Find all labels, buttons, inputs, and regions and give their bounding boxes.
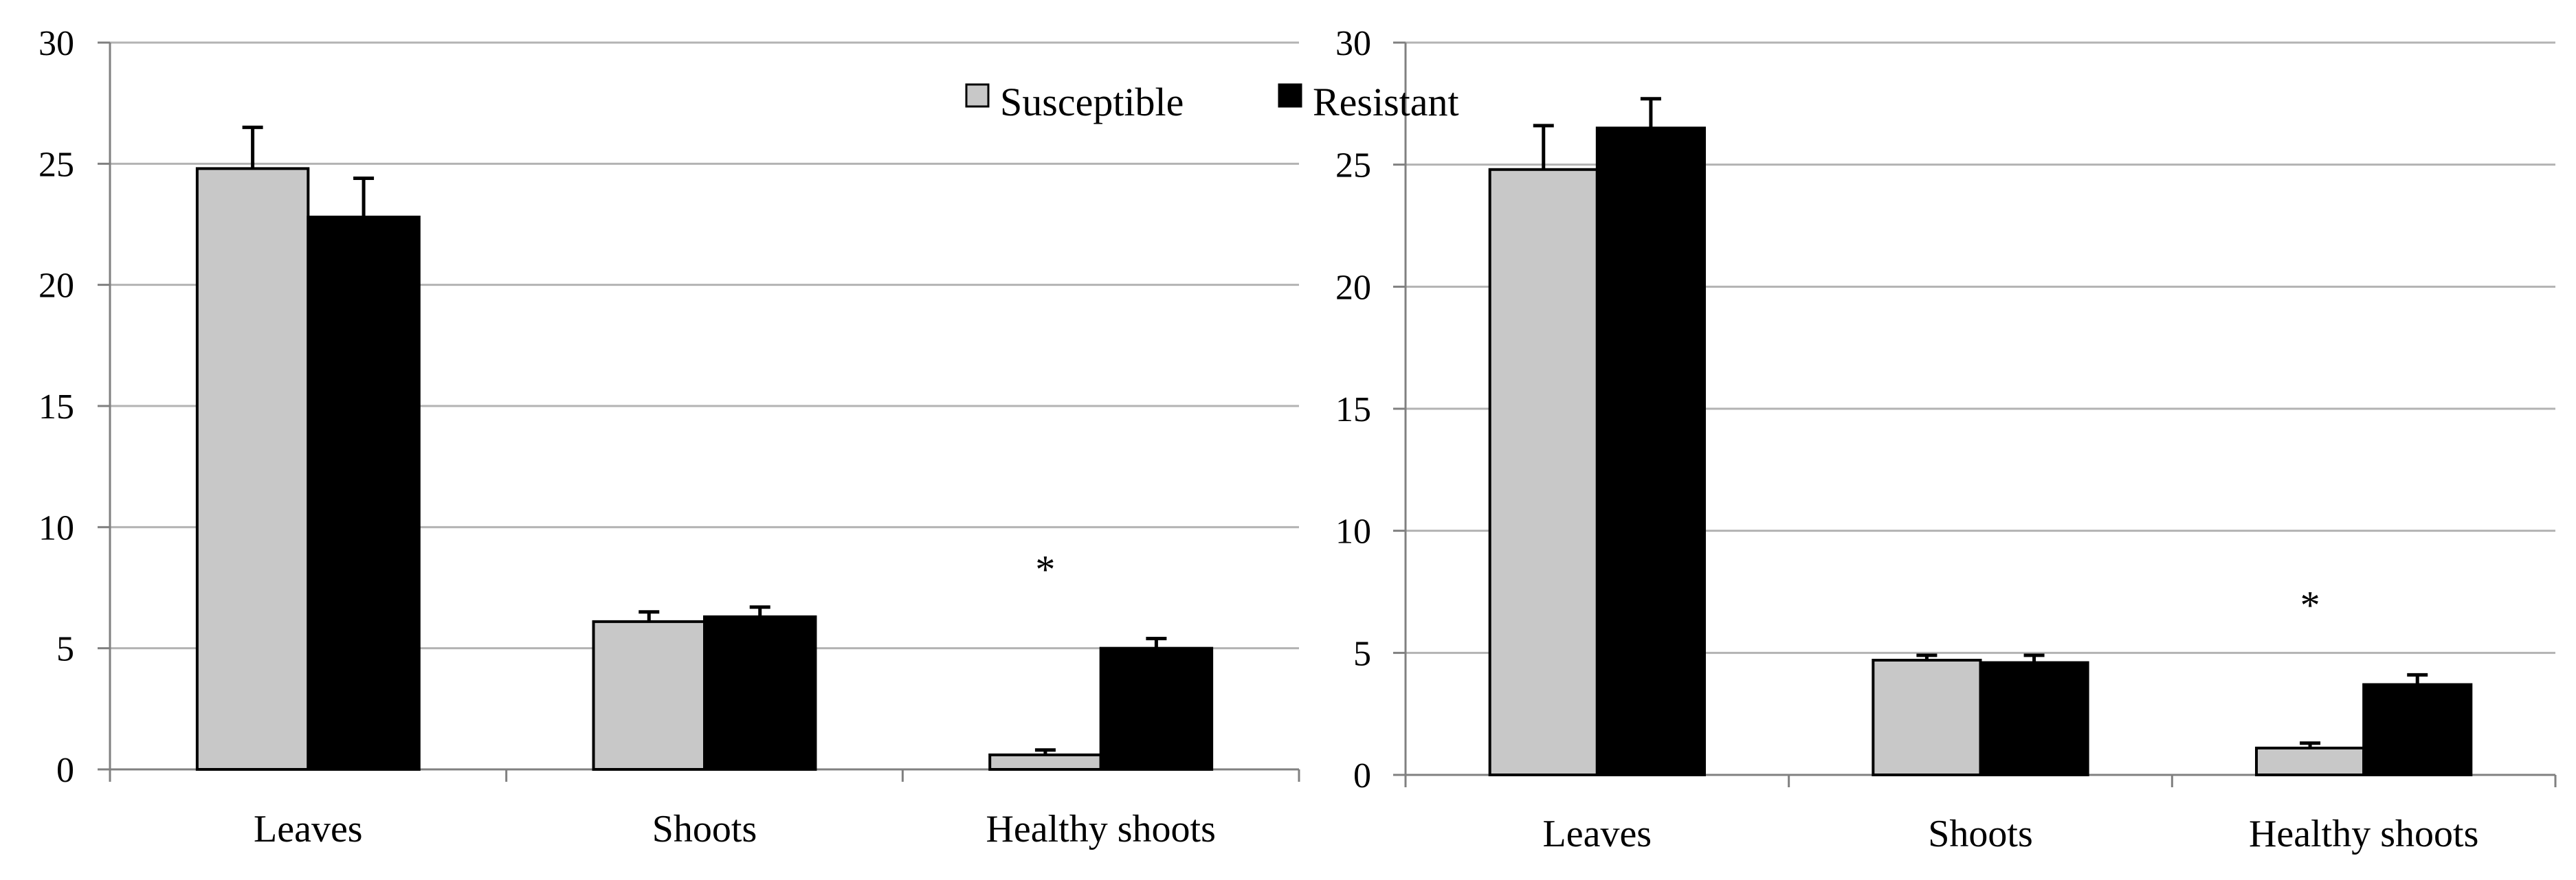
y-tick-label: 5 [56,630,74,669]
y-tick-label: 0 [56,751,74,790]
bar-susceptible [592,620,706,771]
legend: Susceptible Resistant [965,80,1459,124]
x-category-label: Healthy shoots [2249,813,2478,855]
legend-label-susceptible: Susceptible [1000,80,1184,124]
y-tick-label: 25 [38,145,74,184]
bar-resistant [703,615,817,771]
bar-susceptible [2255,746,2366,776]
y-tick-label: 20 [1335,268,1371,307]
right-chart: 0 5 10 15 20 25 30 Leaves Shoots Healthy shoots * [1335,24,2557,855]
significance-marker: * [1035,547,1055,591]
bar-susceptible [195,167,310,771]
bar-susceptible [988,753,1102,771]
y-tick-label: 10 [1335,512,1371,552]
x-category-label: Shoots [652,808,757,850]
y-tick-label: 15 [1335,390,1371,429]
legend-label-resistant: Resistant [1313,80,1459,124]
left-chart: 0 5 10 15 20 25 30 Leaves Shoots Healthy shoots * [38,24,1300,850]
y-tick-label: 0 [1353,756,1371,796]
bar-resistant [1595,126,1706,777]
y-tick-label: 5 [1353,634,1371,673]
y-tick-label: 30 [1335,24,1371,63]
y-tick-label: 20 [38,267,74,306]
bar-resistant [1979,661,2089,777]
bar-resistant [2362,683,2473,776]
legend-swatch-susceptible [965,83,990,108]
y-tick-label: 10 [38,508,74,548]
legend-swatch-resistant [1278,83,1302,108]
bar-resistant [307,215,421,771]
y-tick-label: 15 [38,387,74,427]
y-tick-label: 25 [1335,146,1371,185]
x-category-label: Healthy shoots [986,808,1215,850]
y-tick-label: 30 [38,24,74,63]
x-category-label: Leaves [1543,813,1652,855]
bar-susceptible [1872,658,1982,777]
bar-susceptible [1488,168,1599,777]
x-category-label: Leaves [254,808,363,850]
x-category-label: Shoots [1928,813,2033,855]
significance-marker: * [2300,583,2320,628]
bar-resistant [1099,646,1214,771]
